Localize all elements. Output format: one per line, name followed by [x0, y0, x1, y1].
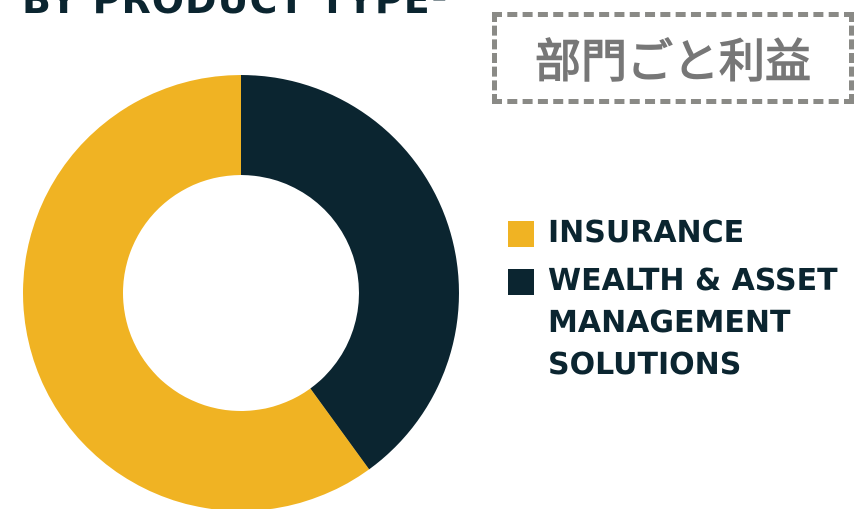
- legend-item: WEALTH & ASSET MANAGEMENT SOLUTIONS: [508, 260, 848, 386]
- donut-slice: [241, 75, 459, 470]
- annotation: 部門ごと利益: [492, 12, 854, 104]
- chart-title: BY PRODUCT TYPE¹: [22, 0, 449, 22]
- legend: INSURANCE WEALTH & ASSET MANAGEMENT SOLUT…: [508, 212, 848, 392]
- legend-item: INSURANCE: [508, 212, 848, 254]
- legend-label: WEALTH & ASSET MANAGEMENT SOLUTIONS: [548, 263, 838, 382]
- legend-swatch: [508, 269, 534, 295]
- donut-slice: [23, 75, 370, 509]
- legend-label: INSURANCE: [548, 215, 745, 250]
- legend-swatch: [508, 221, 534, 247]
